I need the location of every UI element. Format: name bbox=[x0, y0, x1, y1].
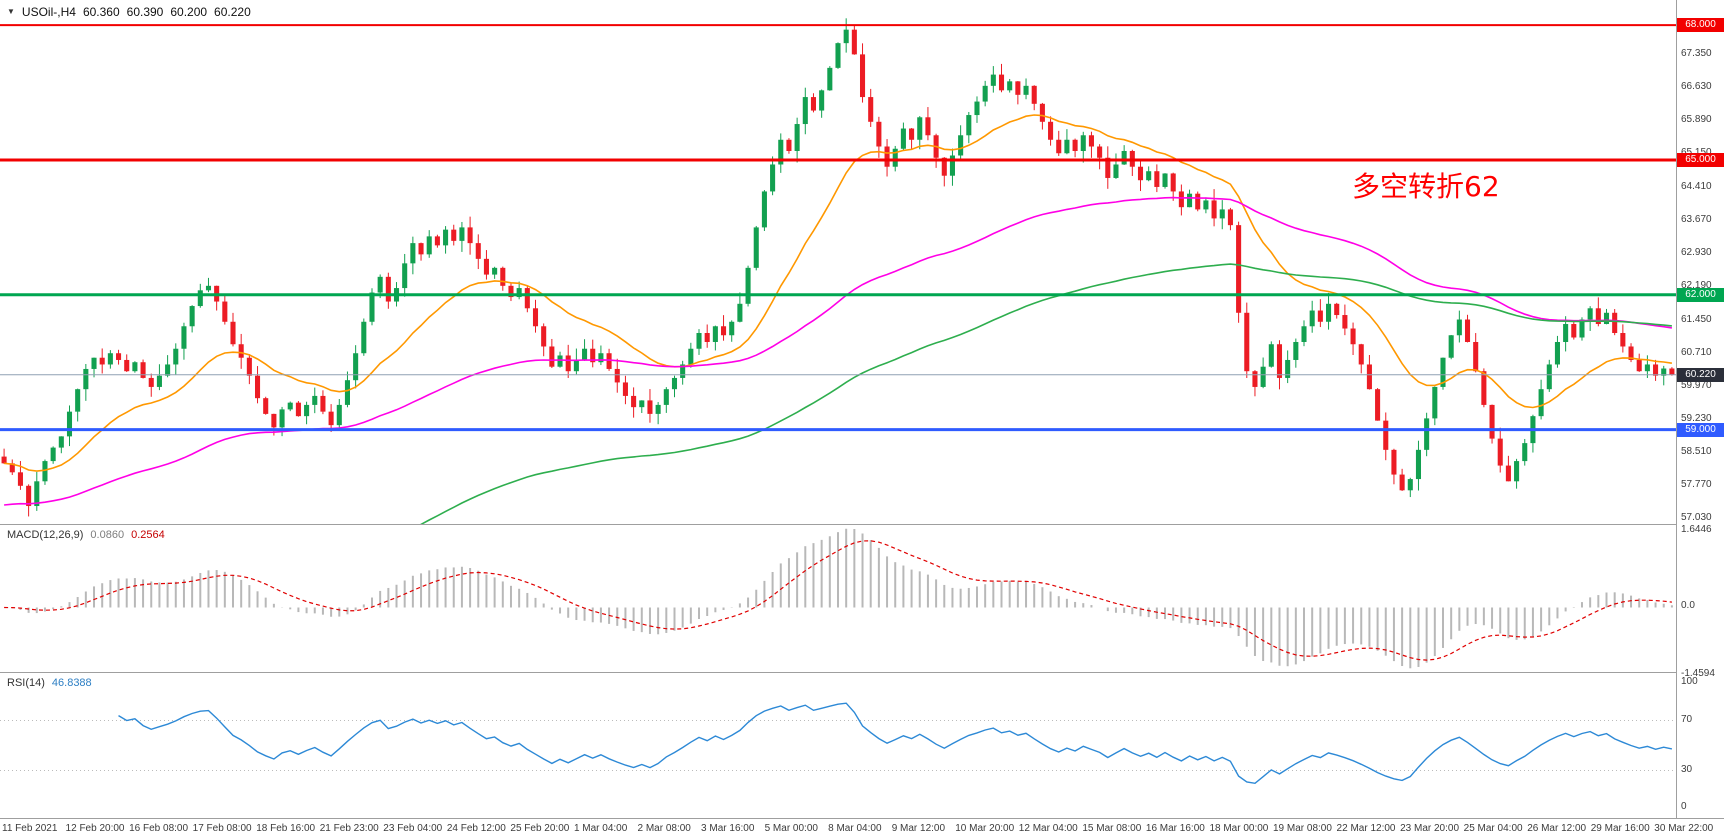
price-axis-label: 67.350 bbox=[1681, 48, 1712, 60]
time-axis-label: 16 Mar 16:00 bbox=[1145, 823, 1205, 834]
rsi-axis-label: 0 bbox=[1681, 801, 1687, 812]
macd-indicator-label: MACD(12,26,9) 0.0860 0.2564 bbox=[7, 529, 165, 541]
ma-fast-line bbox=[4, 114, 1673, 472]
chart-header: ▼ USOil-,H4 60.360 60.390 60.200 60.220 bbox=[7, 5, 251, 19]
macd-axis-label: 1.6446 bbox=[1681, 524, 1712, 536]
rsi-axis-label: 70 bbox=[1681, 713, 1693, 725]
time-axis-label: 25 Mar 04:00 bbox=[1463, 823, 1523, 834]
time-axis-label: 10 Mar 20:00 bbox=[955, 823, 1015, 834]
price-chart-canvas[interactable] bbox=[0, 0, 1676, 524]
price-axis-label: 57.770 bbox=[1681, 478, 1712, 490]
time-axis-label: 21 Feb 23:00 bbox=[319, 823, 379, 834]
price-level-tag: 62.000 bbox=[1677, 287, 1724, 302]
price-axis-label: 63.670 bbox=[1681, 213, 1712, 225]
time-axis-label: 5 Mar 00:00 bbox=[764, 823, 818, 834]
price-axis-label: 62.190 bbox=[1681, 280, 1712, 292]
time-axis-label: 23 Feb 04:00 bbox=[383, 823, 443, 834]
time-axis-label: 12 Feb 20:00 bbox=[65, 823, 125, 834]
rsi-indicator-label: RSI(14) 46.8388 bbox=[7, 677, 92, 689]
price-axis-label: 60.710 bbox=[1681, 346, 1712, 358]
price-axis-label: 57.030 bbox=[1681, 512, 1712, 524]
rsi-line bbox=[118, 702, 1673, 785]
price-axis-label: 64.410 bbox=[1681, 180, 1712, 192]
time-axis-label: 24 Feb 12:00 bbox=[446, 823, 506, 834]
time-axis-label: 2 Mar 08:00 bbox=[637, 823, 691, 834]
chart-annotation-text: 多空转折62 bbox=[1352, 170, 1500, 203]
macd-canvas[interactable] bbox=[0, 525, 1676, 672]
rsi-panel[interactable]: RSI(14) 46.8388 bbox=[0, 672, 1676, 818]
time-axis-label: 3 Mar 16:00 bbox=[701, 823, 755, 834]
time-axis-label: 17 Feb 08:00 bbox=[192, 823, 252, 834]
price-axis-label: 59.230 bbox=[1681, 413, 1712, 425]
rsi-value: 46.8388 bbox=[51, 677, 92, 689]
time-axis-label: 26 Mar 12:00 bbox=[1527, 823, 1587, 834]
ohlc-open-value: 60.360 bbox=[82, 5, 120, 19]
price-axis-label: 66.630 bbox=[1681, 80, 1712, 92]
macd-axis-label: -1.4594 bbox=[1681, 668, 1715, 680]
time-axis-label: 9 Mar 12:00 bbox=[891, 823, 946, 834]
price-axis-label: 62.930 bbox=[1681, 247, 1712, 258]
time-axis-label: 25 Feb 20:00 bbox=[510, 823, 570, 834]
rsi-axis-label: 30 bbox=[1681, 763, 1693, 775]
ohlc-high-value: 60.390 bbox=[126, 5, 164, 19]
time-axis-label: 18 Feb 16:00 bbox=[256, 823, 316, 834]
macd-panel[interactable]: MACD(12,26,9) 0.0860 0.2564 bbox=[0, 524, 1676, 672]
macd-axis-label: 0.0 bbox=[1681, 600, 1695, 612]
price-axis-label: 59.970 bbox=[1681, 380, 1712, 392]
ma-long-line bbox=[420, 263, 1672, 524]
price-axis-label: 58.510 bbox=[1681, 445, 1712, 457]
macd-signal-value: 0.2564 bbox=[131, 529, 165, 541]
time-axis-label: 22 Mar 12:00 bbox=[1336, 823, 1396, 834]
rsi-name: RSI(14) bbox=[7, 677, 45, 689]
price-chart-panel[interactable]: ▼ USOil-,H4 60.360 60.390 60.200 60.220 … bbox=[0, 0, 1676, 524]
time-axis-label: 30 Mar 22:00 bbox=[1654, 823, 1714, 834]
price-level-tag: 59.000 bbox=[1677, 422, 1724, 437]
macd-main-value: 0.0860 bbox=[90, 529, 125, 541]
price-axis-label: 65.150 bbox=[1681, 147, 1712, 158]
time-axis-label: 18 Mar 00:00 bbox=[1209, 823, 1269, 834]
time-axis-label: 23 Mar 20:00 bbox=[1400, 823, 1460, 834]
price-level-tag: 60.220 bbox=[1677, 367, 1724, 382]
price-axis[interactable]: 67.350 66.630 65.890 65.150 64.410 63.670 62.9… bbox=[1676, 0, 1724, 818]
time-axis-label: 8 Mar 04:00 bbox=[828, 823, 882, 834]
price-axis-label: 61.450 bbox=[1681, 313, 1712, 325]
ma-medium-line bbox=[4, 196, 1673, 506]
rsi-axis-label: 100 bbox=[1681, 676, 1698, 687]
time-axis-label: 16 Feb 08:00 bbox=[129, 823, 189, 834]
time-axis[interactable]: 11 Feb 2021 12 Feb 20:00 16 Feb 08:00 17 Fe… bbox=[0, 818, 1724, 840]
price-level-tag: 65.000 bbox=[1677, 152, 1724, 167]
ohlc-close-value: 60.220 bbox=[214, 5, 251, 19]
time-axis-label: 1 Mar 04:00 bbox=[573, 823, 628, 834]
price-axis-label: 65.890 bbox=[1681, 113, 1712, 125]
price-level-tag: 68.000 bbox=[1677, 18, 1724, 33]
time-axis-label: 11 Feb 2021 bbox=[2, 823, 58, 834]
chevron-down-icon[interactable]: ▼ bbox=[7, 6, 15, 16]
time-axis-label: 19 Mar 08:00 bbox=[1273, 823, 1332, 834]
macd-name: MACD(12,26,9) bbox=[7, 529, 84, 541]
time-axis-label: 12 Mar 04:00 bbox=[1018, 823, 1078, 834]
time-axis-label: 15 Mar 08:00 bbox=[1082, 823, 1142, 834]
time-axis-label: 29 Mar 16:00 bbox=[1590, 823, 1650, 834]
rsi-canvas[interactable] bbox=[0, 673, 1676, 818]
symbol-timeframe-label: USOil-,H4 bbox=[21, 5, 76, 19]
ohlc-low-value: 60.200 bbox=[170, 5, 208, 19]
